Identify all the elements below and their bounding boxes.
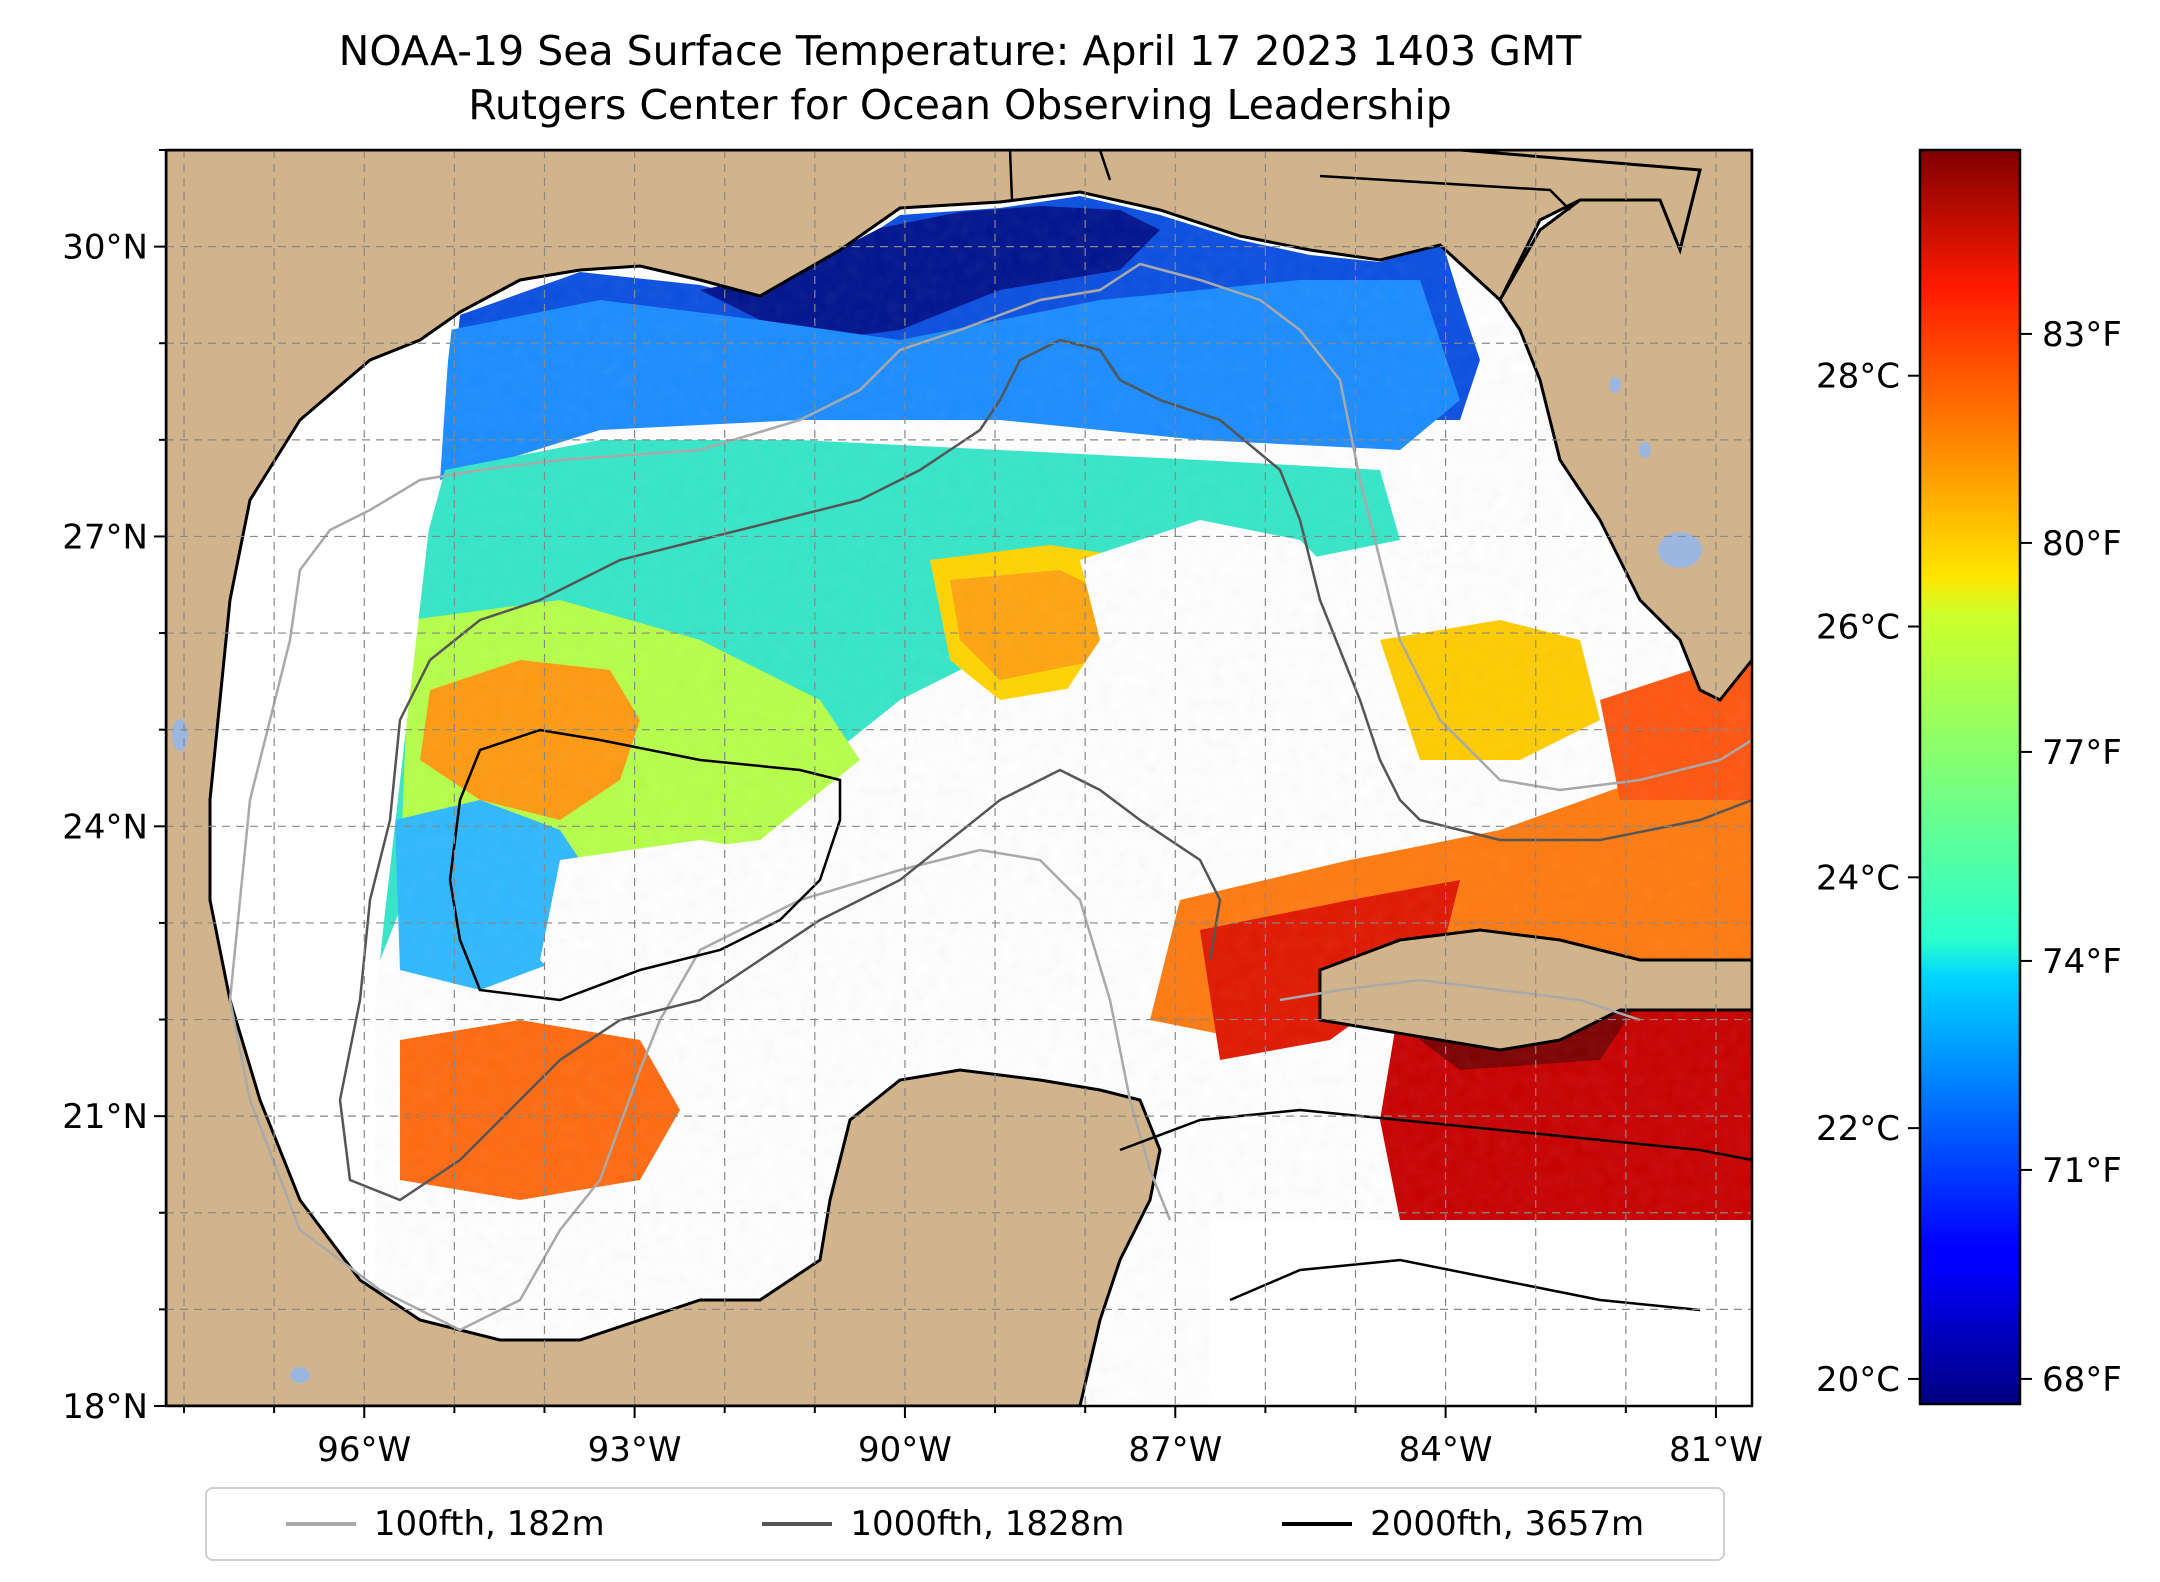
latitude-axis: 18°N 21°N 24°N 27°N 30°N [62, 149, 166, 1427]
lat-tick-label: 18°N [62, 1387, 148, 1427]
lon-tick-label: 87°W [1128, 1430, 1222, 1470]
lon-tick-label: 96°W [317, 1430, 411, 1470]
map-subtitle: Rutgers Center for Ocean Observing Leade… [468, 81, 1452, 129]
state-borders [1008, 150, 1571, 211]
swath-no-data-southeast [1210, 1220, 1752, 1406]
lat-tick-label: 24°N [62, 807, 148, 847]
legend-item-100fth: 100fth, 182m [285, 1504, 605, 1544]
legend-item-2000fth: 2000fth, 3657m [1282, 1504, 1644, 1544]
fahrenheit-tick-label: 68°F [2042, 1360, 2122, 1400]
bathymetry-100fth [228, 262, 1752, 1332]
legend-swatch-1000fth [762, 1522, 833, 1526]
legend-item-1000fth: 1000fth, 1828m [762, 1504, 1124, 1544]
legend-label-100fth: 100fth, 182m [373, 1504, 605, 1544]
lat-tick-label: 30°N [62, 228, 148, 268]
lat-tick-label: 21°N [62, 1097, 148, 1137]
lon-tick-label: 90°W [858, 1430, 952, 1470]
gridlines [166, 150, 1752, 1406]
legend-swatch-2000fth [1282, 1522, 1353, 1526]
colorbar-celsius-axis: 20°C 22°C 24°C 26°C 28°C [1816, 357, 1920, 1400]
fahrenheit-tick-label: 77°F [2042, 733, 2122, 773]
lon-tick-label: 93°W [588, 1430, 682, 1470]
bathymetry-2000fth [448, 728, 1752, 1312]
celsius-tick-label: 28°C [1816, 357, 1900, 397]
legend-swatch-100fth [285, 1522, 356, 1526]
legend-label-1000fth: 1000fth, 1828m [850, 1504, 1125, 1544]
celsius-tick-label: 24°C [1816, 858, 1900, 898]
fahrenheit-tick-label: 71°F [2042, 1151, 2122, 1191]
fahrenheit-tick-label: 74°F [2042, 942, 2122, 982]
lon-tick-label: 84°W [1399, 1430, 1493, 1470]
fahrenheit-tick-label: 80°F [2042, 524, 2122, 564]
celsius-tick-label: 26°C [1816, 608, 1900, 648]
lakes [172, 377, 1702, 1383]
map-frame [164, 148, 1754, 1408]
fahrenheit-tick-label: 83°F [2042, 315, 2122, 355]
lat-tick-label: 27°N [62, 517, 148, 557]
legend-label-2000fth: 2000fth, 3657m [1370, 1504, 1645, 1544]
map-title: NOAA-19 Sea Surface Temperature: April 1… [338, 27, 1582, 75]
colorbar [1918, 148, 2022, 1406]
celsius-tick-label: 22°C [1816, 1109, 1900, 1149]
longitude-axis: 96°W 93°W 90°W 87°W 84°W 81°W [183, 1406, 1763, 1470]
colorbar-fahrenheit-axis: 68°F 71°F 74°F 77°F 80°F 83°F [2020, 315, 2122, 1400]
map-plot-area [166, 150, 1752, 1406]
lon-tick-label: 81°W [1669, 1430, 1763, 1470]
land-us-mexico [166, 150, 1752, 1406]
celsius-tick-label: 20°C [1816, 1360, 1900, 1400]
map-legend: 100fth, 182m 1000fth, 1828m 2000fth, 365… [205, 1487, 1725, 1561]
